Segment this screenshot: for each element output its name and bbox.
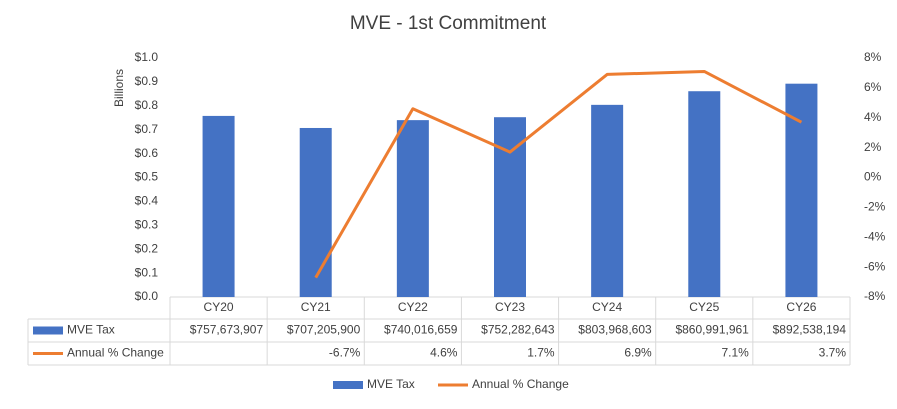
y2-tick-label: -8% [864, 289, 886, 303]
table-cell: $757,673,907 [190, 323, 264, 337]
table-cell: 6.9% [624, 346, 652, 360]
y2-tick-label: -4% [864, 229, 886, 243]
y-tick-label: $1.0 [135, 50, 159, 64]
bar [688, 91, 721, 297]
table-cell: $860,991,961 [675, 323, 749, 337]
table-cell: -6.7% [329, 346, 361, 360]
bar [202, 115, 235, 297]
legend-label: MVE Tax [367, 377, 415, 391]
line [314, 69, 803, 279]
y2-tick-label: 2% [864, 140, 882, 154]
table-cell: $740,016,659 [384, 323, 458, 337]
legend-key [333, 381, 363, 389]
bar [299, 127, 332, 298]
table-legend-key [33, 326, 63, 335]
table-cell: $892,538,194 [773, 323, 847, 337]
y2-tick-label: 8% [864, 50, 882, 64]
y-tick-label: $0.9 [135, 74, 159, 88]
y-tick-label: $0.4 [135, 194, 159, 208]
y-tick-label: $0.3 [135, 217, 159, 231]
y-tick-label: $0.5 [135, 170, 159, 184]
bar [591, 104, 624, 297]
y-tick-label: $0.7 [135, 122, 159, 136]
x-tick-label: CY26 [786, 300, 816, 314]
bar [785, 83, 818, 297]
table-cell: 7.1% [721, 346, 749, 360]
x-tick-label: CY25 [689, 300, 719, 314]
x-tick-label: CY21 [301, 300, 331, 314]
y-tick-label: $0.8 [135, 98, 159, 112]
y-tick-label: $0.6 [135, 146, 159, 160]
x-tick-label: CY23 [495, 300, 525, 314]
y2-tick-label: 6% [864, 80, 882, 94]
y2-tick-label: -2% [864, 200, 886, 214]
table-series-name: Annual % Change [67, 346, 164, 360]
table-cell: $752,282,643 [481, 323, 555, 337]
table-cell: $707,205,900 [287, 323, 361, 337]
table-cell: 3.7% [819, 346, 847, 360]
table-cell: 4.6% [430, 346, 458, 360]
y2-tick-label: -6% [864, 259, 886, 273]
y-axis-title: Billions [112, 69, 126, 107]
legend-label: Annual % Change [472, 377, 569, 391]
y-tick-label: $0.1 [135, 265, 159, 279]
chart-title: MVE - 1st Commitment [350, 13, 547, 34]
x-tick-label: CY22 [398, 300, 428, 314]
y-tick-label: $0.0 [135, 289, 159, 303]
bar [396, 120, 429, 297]
table-series-name: MVE Tax [67, 323, 115, 337]
x-tick-label: CY24 [592, 300, 622, 314]
table-cell: 1.7% [527, 346, 555, 360]
table-cell: $803,968,603 [578, 323, 652, 337]
y-tick-label: $0.2 [135, 241, 159, 255]
y2-tick-label: 4% [864, 110, 882, 124]
x-tick-label: CY20 [204, 300, 234, 314]
y2-tick-label: 0% [864, 170, 882, 184]
